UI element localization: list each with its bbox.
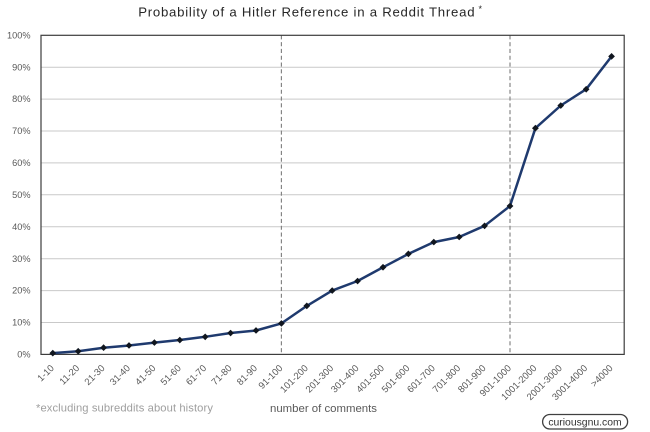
svg-text:number of comments: number of comments: [270, 403, 377, 415]
svg-text:80%: 80%: [12, 94, 30, 104]
svg-text:*excluding subreddits about hi: *excluding subreddits about history: [36, 403, 213, 415]
svg-text:100%: 100%: [7, 30, 31, 40]
svg-text:90%: 90%: [12, 62, 30, 72]
svg-text:60%: 60%: [12, 158, 30, 168]
svg-text:30%: 30%: [12, 254, 30, 264]
svg-text:10%: 10%: [12, 318, 30, 328]
svg-text:Probability of a Hitler Refere: Probability of a Hitler Reference in a R…: [138, 4, 483, 20]
svg-text:curiousgnu.com: curiousgnu.com: [548, 418, 621, 429]
svg-text:0%: 0%: [17, 350, 30, 360]
svg-text:50%: 50%: [12, 190, 30, 200]
svg-text:20%: 20%: [12, 286, 30, 296]
svg-text:70%: 70%: [12, 126, 30, 136]
svg-text:40%: 40%: [12, 222, 30, 232]
